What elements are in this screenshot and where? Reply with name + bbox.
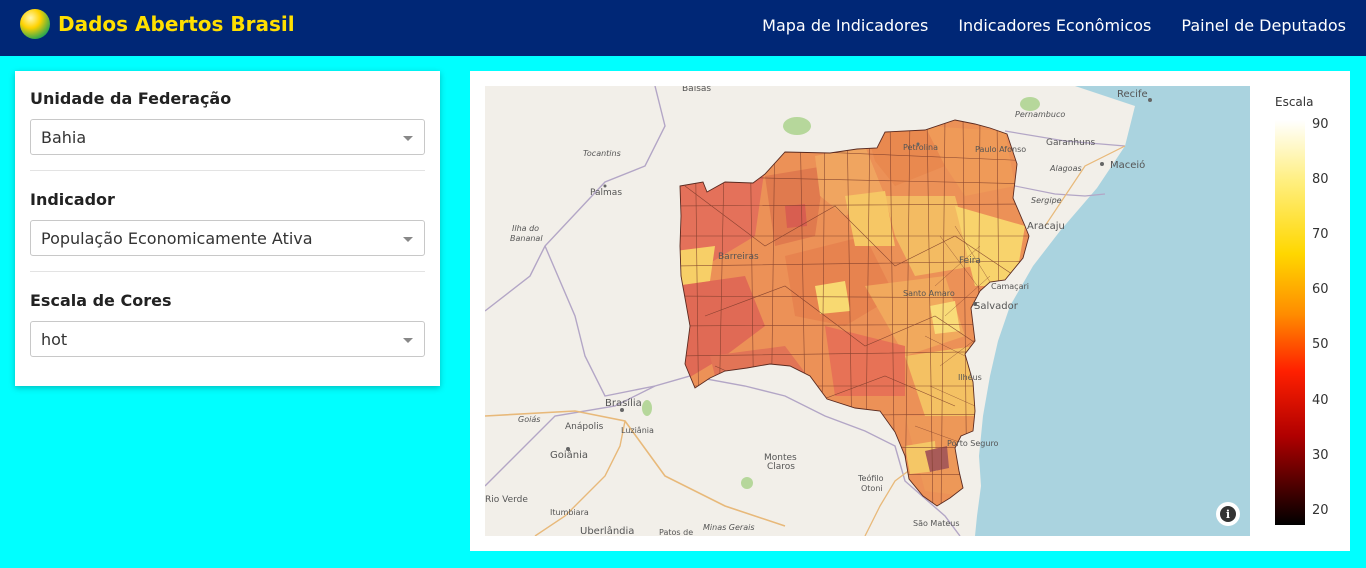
colorbar-tick: 20 bbox=[1312, 503, 1329, 518]
map-label-porto-seguro: Porto Seguro bbox=[947, 439, 999, 448]
divider bbox=[30, 170, 425, 171]
ocean-area bbox=[975, 86, 1250, 536]
map-label-barreiras: Barreiras bbox=[718, 252, 759, 262]
indicator-select-value: População Economicamente Ativa bbox=[41, 229, 313, 248]
map-label-tocantins: Tocantins bbox=[583, 149, 621, 158]
color-scale-select-value: hot bbox=[41, 330, 68, 349]
chevron-down-icon bbox=[403, 338, 413, 343]
indicator-group: Indicador População Economicamente Ativa bbox=[30, 190, 425, 256]
info-button[interactable]: i bbox=[1216, 502, 1240, 526]
map-label-sao-mateus: São Mateus bbox=[913, 519, 960, 528]
map-label-patos-de: Patos de bbox=[659, 528, 693, 536]
state-border bbox=[485, 375, 961, 536]
map-label-balsas: Balsas bbox=[682, 86, 711, 94]
map-label-garanhuns: Garanhuns bbox=[1046, 138, 1096, 148]
map-label-brasilia: Brasília bbox=[605, 397, 642, 409]
colorbar-tick: 60 bbox=[1312, 282, 1329, 297]
map-label-teofilo: Teófilo bbox=[857, 473, 884, 483]
colorbar bbox=[1275, 120, 1305, 525]
map-label-otoni: Otoni bbox=[861, 484, 883, 493]
state-border bbox=[485, 86, 666, 312]
map-label-montes: Montes bbox=[764, 453, 797, 463]
state-border bbox=[1004, 130, 1126, 147]
nav-links: Mapa de Indicadores Indicadores Econômic… bbox=[732, 16, 1346, 35]
map-label-paulo-afonso: Paulo Afonso bbox=[975, 145, 1026, 154]
colorbar-tick: 50 bbox=[1312, 337, 1329, 352]
color-scale-label: Escala de Cores bbox=[30, 291, 172, 310]
choropleth-map[interactable]: Balsas Recife Pernambuco Petrolina Paulo… bbox=[485, 86, 1250, 536]
colorbar-tick: 30 bbox=[1312, 448, 1329, 463]
map-label-ilheus: Ilhéus bbox=[958, 372, 982, 382]
map-label-luziania: Luziânia bbox=[621, 426, 654, 435]
map-label-salvador: Salvador bbox=[974, 301, 1019, 312]
map-label-maceio: Maceió bbox=[1110, 159, 1145, 171]
map-label-pernambuco: Pernambuco bbox=[1015, 110, 1065, 119]
map-label-sergipe: Sergipe bbox=[1031, 196, 1062, 205]
map-label-claros: Claros bbox=[767, 462, 795, 472]
map-label-alagoas: Alagoas bbox=[1049, 164, 1082, 173]
map-label-santo-amaro: Santo Amaro bbox=[903, 289, 955, 298]
brand[interactable]: Dados Abertos Brasil bbox=[20, 8, 295, 40]
bahia-outline bbox=[679, 119, 1030, 507]
nav-link-painel-deputados[interactable]: Painel de Deputados bbox=[1181, 16, 1346, 35]
map-label-camacari: Camaçari bbox=[991, 282, 1029, 291]
road bbox=[1044, 145, 1126, 227]
colorbar-tick: 70 bbox=[1312, 227, 1329, 242]
state-border bbox=[544, 245, 656, 397]
map-label-rio-verde: Rio Verde bbox=[485, 495, 528, 505]
road bbox=[864, 465, 916, 536]
road bbox=[534, 420, 626, 536]
park-area bbox=[783, 117, 811, 135]
legend-title: Escala bbox=[1275, 95, 1314, 109]
indicator-label: Indicador bbox=[30, 190, 115, 209]
map-label-goiania: Goiânia bbox=[550, 449, 588, 461]
map-label-ilha-do: Ilha do bbox=[512, 224, 539, 233]
uf-label: Unidade da Federação bbox=[30, 89, 232, 108]
colorbar-tick: 40 bbox=[1312, 393, 1329, 408]
brand-logo-icon bbox=[20, 9, 50, 39]
color-scale-select[interactable]: hot bbox=[30, 321, 425, 357]
map-label-petrolina: Petrolina bbox=[903, 143, 938, 152]
nav-link-mapa-indicadores[interactable]: Mapa de Indicadores bbox=[762, 16, 929, 35]
map-label-anapolis: Anápolis bbox=[565, 422, 604, 432]
state-border bbox=[1014, 185, 1106, 197]
navbar: Dados Abertos Brasil Mapa de Indicadores… bbox=[0, 0, 1366, 56]
nav-link-indicadores-economicos[interactable]: Indicadores Econômicos bbox=[958, 16, 1152, 35]
map-label-bananal: Bananal bbox=[510, 234, 543, 243]
map-label-aracaju: Aracaju bbox=[1027, 221, 1065, 232]
map-label-minas-gerais: Minas Gerais bbox=[703, 523, 755, 532]
color-scale-group: Escala de Cores hot bbox=[30, 291, 425, 357]
map-label-feira: Feira bbox=[959, 256, 981, 266]
chevron-down-icon bbox=[403, 237, 413, 242]
map-label-uberlandia: Uberlândia bbox=[580, 525, 634, 536]
control-panel: Unidade da Federação Bahia Indicador Pop… bbox=[15, 71, 440, 386]
colorbar-tick: 80 bbox=[1312, 172, 1329, 187]
map-label-itumbiara: Itumbiara bbox=[550, 508, 589, 517]
park-area bbox=[741, 477, 753, 489]
info-icon: i bbox=[1220, 506, 1236, 522]
brand-title: Dados Abertos Brasil bbox=[58, 12, 295, 36]
map-label-palmas: Palmas bbox=[590, 188, 622, 198]
map-card: Balsas Recife Pernambuco Petrolina Paulo… bbox=[470, 71, 1350, 551]
park-area bbox=[1020, 97, 1040, 111]
divider bbox=[30, 271, 425, 272]
map-label-recife: Recife bbox=[1117, 89, 1148, 100]
uf-select-value: Bahia bbox=[41, 128, 87, 147]
road bbox=[485, 410, 786, 527]
uf-group: Unidade da Federação Bahia bbox=[30, 89, 425, 155]
map-canvas: Balsas Recife Pernambuco Petrolina Paulo… bbox=[485, 86, 1250, 536]
uf-select[interactable]: Bahia bbox=[30, 119, 425, 155]
indicator-select[interactable]: População Economicamente Ativa bbox=[30, 220, 425, 256]
park-area bbox=[642, 400, 652, 416]
chevron-down-icon bbox=[403, 136, 413, 141]
map-label-goias: Goiás bbox=[518, 415, 540, 424]
colorbar-tick: 90 bbox=[1312, 117, 1329, 132]
